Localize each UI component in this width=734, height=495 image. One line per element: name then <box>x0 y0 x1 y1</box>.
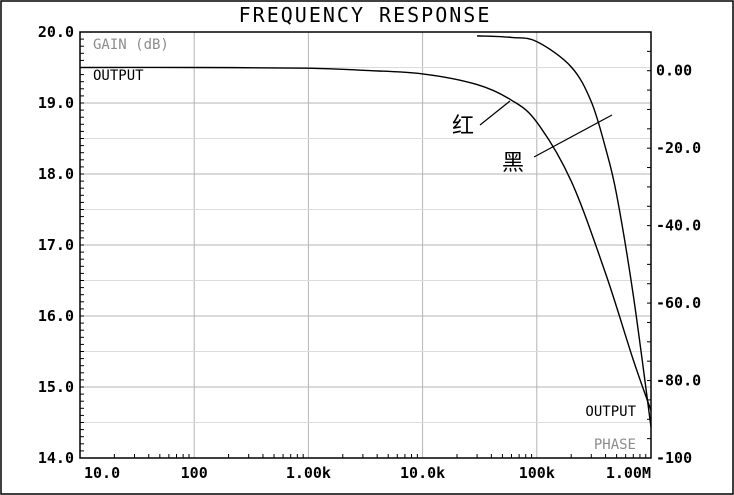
series-line-2 <box>477 35 652 428</box>
left-tick-label: 14.0 <box>38 449 74 467</box>
legend-output-label-right: OUTPUT <box>585 404 636 420</box>
x-tick-label: 100k <box>519 464 555 482</box>
left-tick-label: 16.0 <box>38 307 74 325</box>
legend-output-label-left: OUTPUT <box>93 68 144 84</box>
legend-phase-label: PHASE <box>594 437 636 453</box>
right-tick-label: -40.0 <box>656 217 701 235</box>
x-tick-label: 10.0 <box>84 464 120 482</box>
left-tick-label: 19.0 <box>38 94 74 112</box>
legend-gain-label: GAIN (dB) <box>93 37 169 53</box>
x-tick-label: 1.00M <box>606 464 651 482</box>
chart-title: FREQUENCY RESPONSE <box>239 3 492 27</box>
left-tick-label: 17.0 <box>38 236 74 254</box>
right-tick-labels: 0.00 -20.0 -40.0 -60.0 -80.0 -100 <box>656 62 701 467</box>
x-tick-label: 100 <box>181 464 208 482</box>
x-tick-label: 1.00k <box>286 464 331 482</box>
left-tick-label: 20.0 <box>38 23 74 41</box>
right-tick-label: -80.0 <box>656 372 701 390</box>
annotation-red-leader <box>479 100 511 126</box>
right-tick-label: -20.0 <box>656 139 701 157</box>
right-tick-label: 0.00 <box>656 62 692 80</box>
x-tick-labels: 10.0 100 1.00k 10.0k 100k 1.00M <box>84 464 651 482</box>
left-tick-label: 18.0 <box>38 165 74 183</box>
series <box>79 35 652 428</box>
grid <box>80 31 651 459</box>
right-tick-label: -100 <box>656 449 692 467</box>
annotation-black-leader <box>533 114 613 158</box>
series-line-1 <box>79 66 652 411</box>
left-tick-label: 15.0 <box>38 378 74 396</box>
annotation-black: 黑 <box>502 151 524 176</box>
right-tick-label: -60.0 <box>656 294 701 312</box>
annotation-red: 红 <box>452 114 474 139</box>
left-tick-labels: 20.0 19.0 18.0 17.0 16.0 15.0 14.0 <box>38 23 74 467</box>
x-tick-label: 10.0k <box>400 464 445 482</box>
plot-frame <box>79 31 652 459</box>
